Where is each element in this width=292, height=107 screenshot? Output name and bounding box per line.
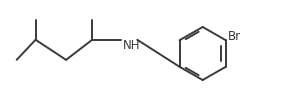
Text: Br: Br xyxy=(228,30,241,42)
Text: NH: NH xyxy=(123,39,140,52)
